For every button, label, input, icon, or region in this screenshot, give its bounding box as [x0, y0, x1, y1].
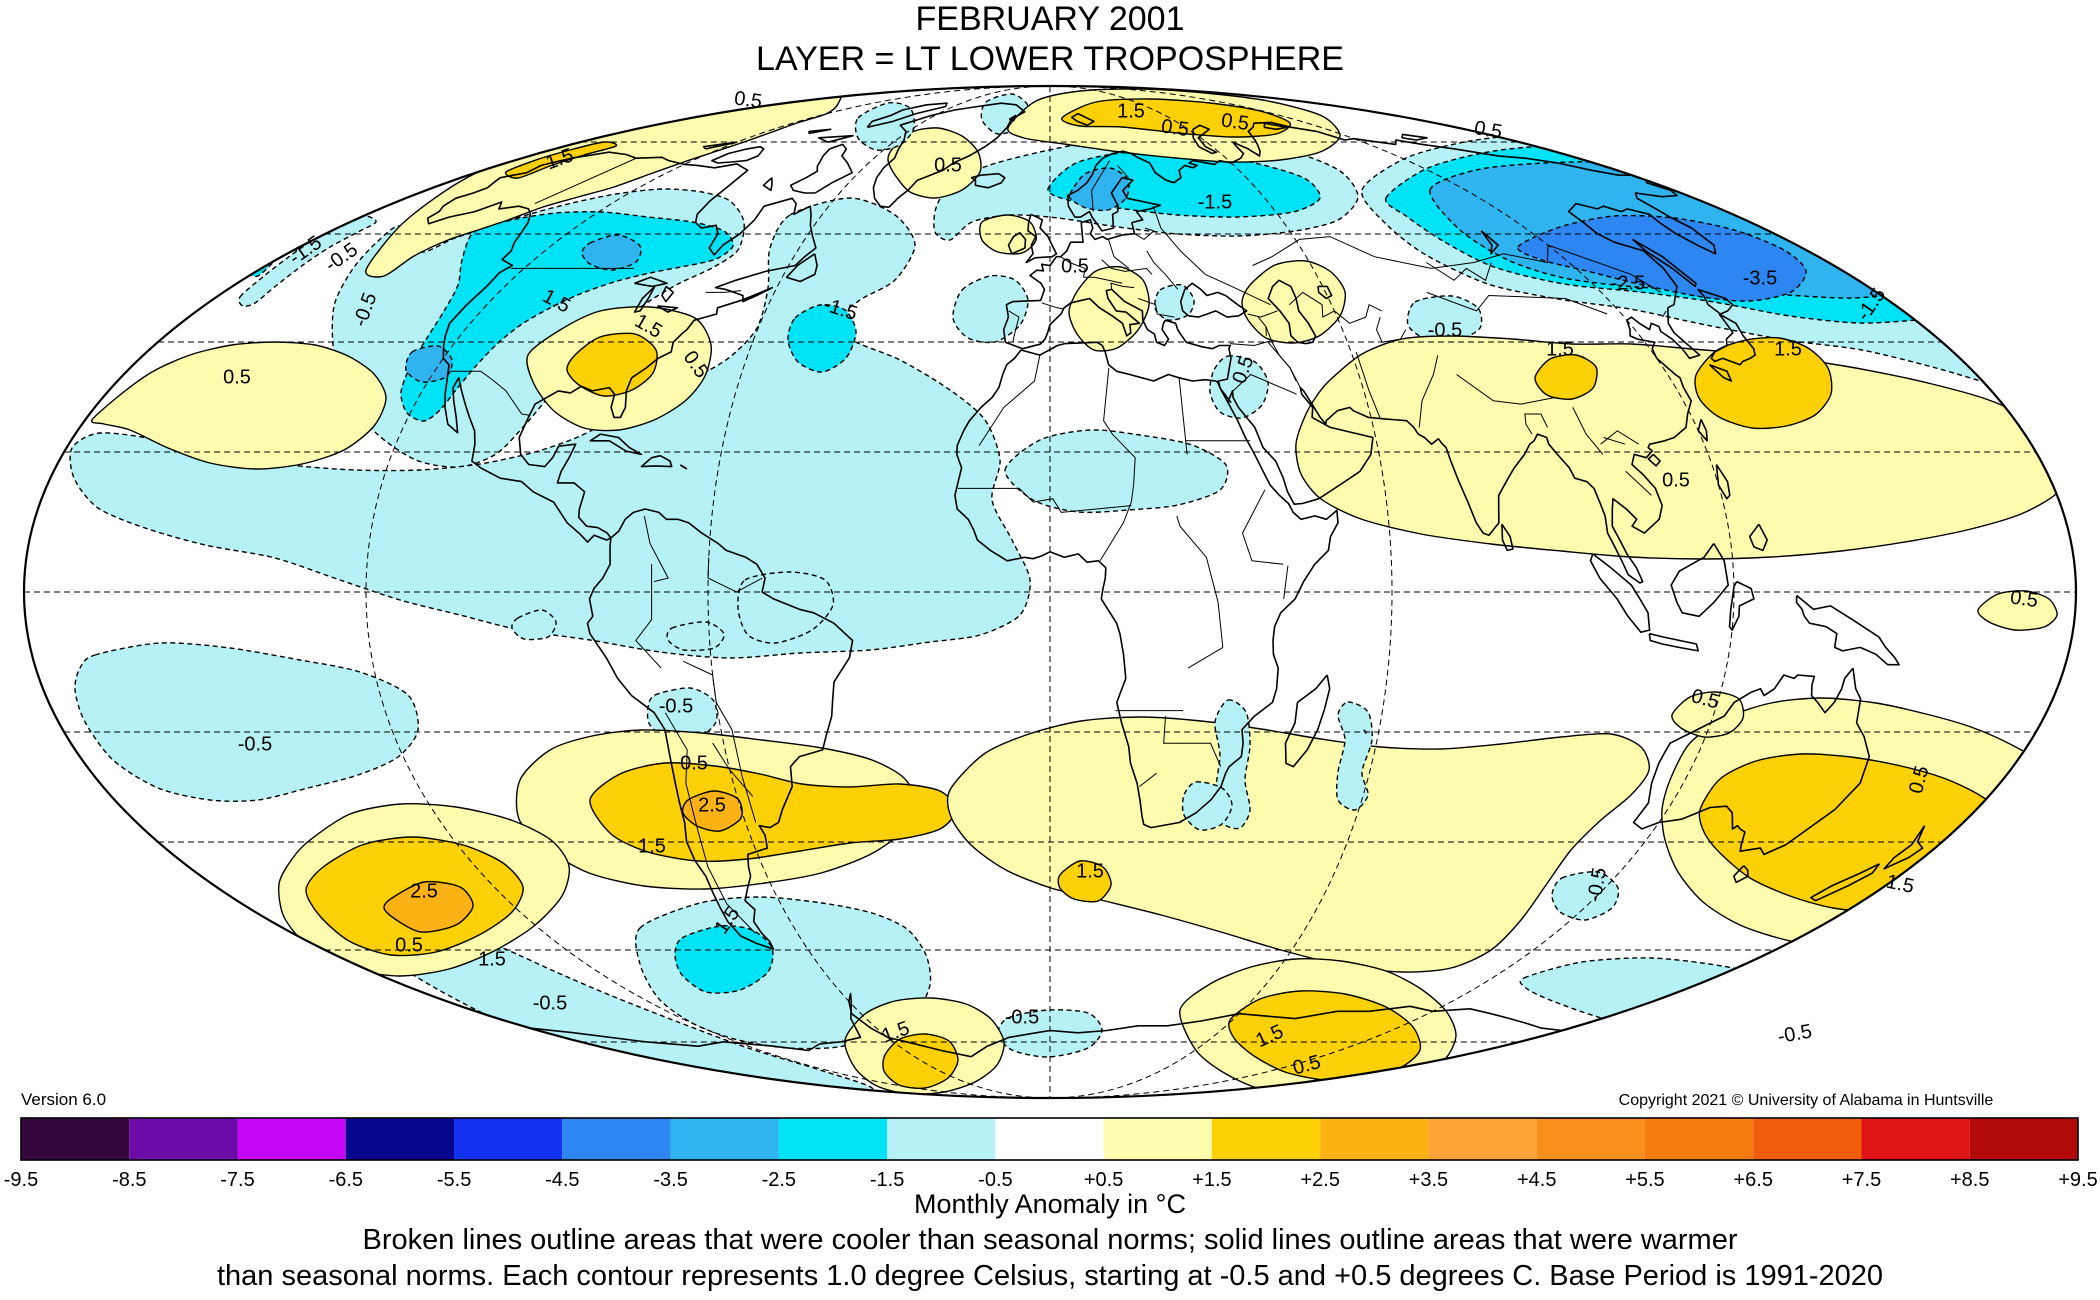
svg-text:0.5: 0.5: [395, 934, 423, 956]
svg-text:LAYER = LT LOWER TROPOSPHERE: LAYER = LT LOWER TROPOSPHERE: [756, 40, 1344, 78]
svg-text:+9.5: +9.5: [2058, 1169, 2097, 1191]
svg-text:FEBRUARY 2001: FEBRUARY 2001: [916, 0, 1185, 38]
svg-text:-7.5: -7.5: [220, 1169, 254, 1191]
svg-text:-3.5: -3.5: [653, 1169, 687, 1191]
svg-text:Version 6.0: Version 6.0: [21, 1090, 106, 1109]
svg-text:+5.5: +5.5: [1625, 1169, 1664, 1191]
svg-text:0.5: 0.5: [733, 87, 764, 113]
svg-text:0.5: 0.5: [1473, 117, 1504, 143]
svg-text:-4.5: -4.5: [545, 1169, 579, 1191]
svg-text:-2.5: -2.5: [1611, 272, 1645, 294]
svg-text:Monthly Anomaly in °C: Monthly Anomaly in °C: [914, 1189, 1186, 1219]
svg-text:+3.5: +3.5: [1409, 1169, 1448, 1191]
svg-text:2.5: 2.5: [698, 794, 726, 816]
svg-text:-3.5: -3.5: [1743, 267, 1777, 289]
svg-text:0.5: 0.5: [934, 154, 962, 176]
svg-text:+8.5: +8.5: [1950, 1169, 1989, 1191]
svg-text:+4.5: +4.5: [1517, 1169, 1556, 1191]
svg-text:-0.5: -0.5: [659, 695, 693, 717]
svg-text:0.5: 0.5: [223, 366, 251, 388]
svg-text:0.5: 0.5: [1061, 255, 1089, 277]
svg-text:-5.5: -5.5: [437, 1169, 471, 1191]
svg-text:-0.5: -0.5: [238, 733, 272, 755]
svg-text:than seasonal norms. Each cont: than seasonal norms. Each contour repres…: [217, 1260, 1883, 1292]
svg-text:-6.5: -6.5: [329, 1169, 363, 1191]
svg-text:-0.5: -0.5: [1428, 319, 1462, 341]
svg-text:-0.5: -0.5: [1005, 1006, 1039, 1028]
svg-text:-0.5: -0.5: [978, 1169, 1012, 1191]
svg-text:-9.5: -9.5: [4, 1169, 38, 1191]
svg-text:-8.5: -8.5: [112, 1169, 146, 1191]
svg-text:-1.5: -1.5: [1198, 191, 1232, 213]
svg-text:1.5: 1.5: [1546, 338, 1574, 360]
svg-text:2.5: 2.5: [410, 880, 438, 902]
svg-text:1.5: 1.5: [1076, 860, 1104, 882]
svg-text:0.5: 0.5: [1220, 109, 1251, 135]
svg-text:+0.5: +0.5: [1084, 1169, 1123, 1191]
svg-text:1.5: 1.5: [478, 948, 506, 970]
svg-text:0.5: 0.5: [680, 752, 708, 774]
svg-text:+7.5: +7.5: [1842, 1169, 1881, 1191]
svg-text:0.5: 0.5: [1160, 115, 1191, 141]
svg-text:+2.5: +2.5: [1300, 1169, 1339, 1191]
svg-text:0.5: 0.5: [1662, 469, 1690, 491]
svg-text:+6.5: +6.5: [1733, 1169, 1772, 1191]
svg-text:0.5: 0.5: [2009, 586, 2040, 612]
svg-text:+1.5: +1.5: [1192, 1169, 1231, 1191]
svg-text:-0.5: -0.5: [533, 992, 567, 1014]
svg-text:1.5: 1.5: [1117, 100, 1145, 122]
svg-text:Copyright 2021 © University of: Copyright 2021 © University of Alabama i…: [1619, 1092, 1994, 1109]
svg-text:1.5: 1.5: [638, 835, 666, 857]
svg-text:Broken lines outline areas tha: Broken lines outline areas that were coo…: [363, 1224, 1738, 1256]
svg-text:1.5: 1.5: [1774, 338, 1802, 360]
svg-text:-1.5: -1.5: [870, 1169, 904, 1191]
svg-text:-2.5: -2.5: [762, 1169, 796, 1191]
